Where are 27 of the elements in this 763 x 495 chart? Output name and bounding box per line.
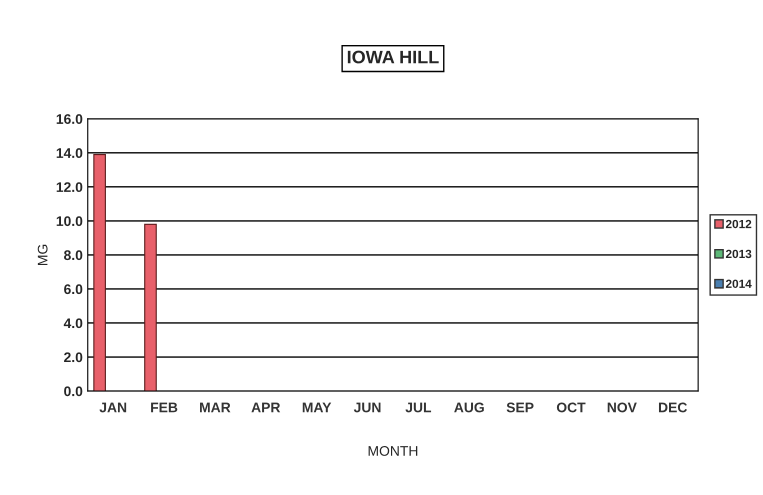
y-tick-label: 4.0 [64, 318, 82, 328]
x-tick-label: DEC [658, 402, 687, 412]
y-tick-label: 16.0 [56, 114, 82, 124]
y-axis-title: MG [38, 244, 48, 265]
legend-label: 2014 [726, 280, 752, 288]
x-axis-title: MONTH [368, 446, 418, 456]
legend-label: 2012 [726, 220, 752, 228]
x-tick-label: SEP [506, 402, 534, 412]
y-tick-label: 0.0 [64, 386, 82, 396]
y-tick-label: 2.0 [64, 352, 82, 362]
x-tick-label: FEB [151, 402, 178, 412]
x-tick-label: JUN [354, 402, 380, 412]
y-tick-label: 8.0 [64, 250, 82, 260]
x-tick-label: OCT [556, 402, 586, 412]
legend-label: 2013 [726, 250, 752, 258]
x-tick-label: NOV [608, 402, 637, 412]
x-tick-label: JAN [99, 402, 126, 412]
x-tick-label: MAY [302, 402, 332, 412]
x-tick-label: AUG [454, 402, 484, 412]
chart-title: IOWA HILL [348, 50, 439, 64]
y-tick-label: 14.0 [56, 148, 82, 158]
x-tick-label: MAR [200, 402, 230, 412]
x-tick-label: APR [251, 402, 280, 412]
y-tick-label: 10.0 [56, 216, 82, 226]
y-tick-label: 6.0 [64, 284, 82, 294]
y-tick-label: 12.0 [56, 182, 82, 192]
x-tick-label: JUL [405, 402, 432, 412]
